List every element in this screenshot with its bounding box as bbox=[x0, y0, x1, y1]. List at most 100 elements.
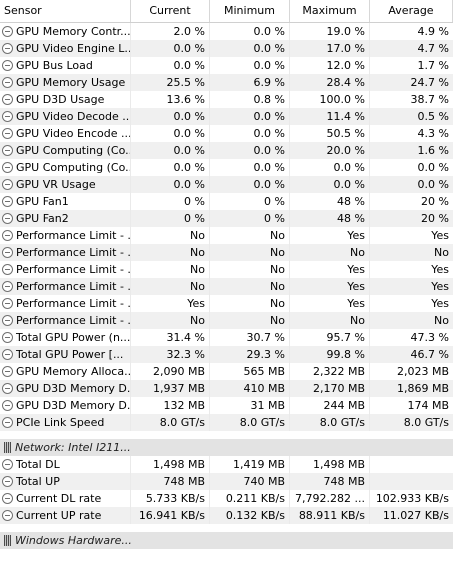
sensor-name: GPU Fan1 bbox=[16, 195, 69, 208]
sensor-current-value: 132 MB bbox=[131, 397, 210, 414]
network-sensor-rows: Total DL 1,498 MB 1,419 MB 1,498 MB Total UP… bbox=[0, 456, 453, 524]
sensor-row[interactable]: Performance Limit - ... No No No No bbox=[0, 312, 453, 329]
sensor-maximum-value: 8.0 GT/s bbox=[290, 414, 370, 431]
sensor-icon bbox=[2, 213, 13, 224]
sensor-name: GPU Video Encode ... bbox=[16, 127, 131, 140]
sensor-maximum-value: Yes bbox=[290, 295, 370, 312]
sensor-row[interactable]: GPU D3D Memory D... 1,937 MB 410 MB 2,170 M… bbox=[0, 380, 453, 397]
sensor-current-value: 0.0 % bbox=[131, 57, 210, 74]
sensor-icon bbox=[2, 145, 13, 156]
sensor-maximum-value: 1,498 MB bbox=[290, 456, 370, 473]
sensor-row[interactable]: GPU Computing (Co... 0.0 % 0.0 % 0.0 % 0.0 % bbox=[0, 159, 453, 176]
sensor-maximum-value: No bbox=[290, 244, 370, 261]
sensor-name: Current UP rate bbox=[16, 509, 102, 522]
sensor-average-value: No bbox=[434, 314, 449, 327]
sensor-row[interactable]: GPU VR Usage 0.0 % 0.0 % 0.0 % 0.0 % bbox=[0, 176, 453, 193]
sensor-name: GPU Memory Contr... bbox=[16, 25, 131, 38]
sensor-row[interactable]: Performance Limit - ... No No Yes Yes bbox=[0, 227, 453, 244]
sensor-row[interactable]: GPU Memory Usage 25.5 % 6.9 % 28.4 % 24.7 % bbox=[0, 74, 453, 91]
group-label: Windows Hardware... bbox=[15, 534, 131, 547]
sensor-current-value: 31.4 % bbox=[131, 329, 210, 346]
sensor-minimum-value: No bbox=[210, 227, 290, 244]
sensor-name: GPU Fan2 bbox=[16, 212, 69, 225]
column-header-minimum[interactable]: Minimum bbox=[210, 0, 290, 22]
sensor-minimum-value: 29.3 % bbox=[210, 346, 290, 363]
sensor-row[interactable]: Performance Limit - ... No No Yes Yes bbox=[0, 261, 453, 278]
sensor-row[interactable]: Current DL rate 5.733 KB/s 0.211 KB/s 7,792… bbox=[0, 490, 453, 507]
sensor-row[interactable]: PCIe Link Speed 8.0 GT/s 8.0 GT/s 8.0 GT/s 8… bbox=[0, 414, 453, 431]
sensor-minimum-value: 565 MB bbox=[210, 363, 290, 380]
sensor-row[interactable]: GPU Video Decode ... 0.0 % 0.0 % 11.4 % 0.5 … bbox=[0, 108, 453, 125]
sensor-current-value: 0.0 % bbox=[131, 159, 210, 176]
sensor-row[interactable]: GPU Bus Load 0.0 % 0.0 % 12.0 % 1.7 % bbox=[0, 57, 453, 74]
sensor-row[interactable]: GPU Memory Alloca... 2,090 MB 565 MB 2,322 … bbox=[0, 363, 453, 380]
sensor-name: GPU Computing (Co... bbox=[16, 161, 131, 174]
sensor-current-value: No bbox=[131, 261, 210, 278]
sensor-name: GPU D3D Memory D... bbox=[16, 382, 131, 395]
sensor-icon bbox=[2, 196, 13, 207]
sensor-maximum-value: 19.0 % bbox=[290, 23, 370, 40]
sensor-row[interactable]: GPU D3D Usage 13.6 % 0.8 % 100.0 % 38.7 % bbox=[0, 91, 453, 108]
column-header-current[interactable]: Current bbox=[131, 0, 210, 22]
sensor-row[interactable]: Total GPU Power [... 32.3 % 29.3 % 99.8 % 46… bbox=[0, 346, 453, 363]
sensor-average-value: 1.6 % bbox=[417, 144, 449, 157]
sensor-row[interactable]: Performance Limit - ... No No No No bbox=[0, 244, 453, 261]
sensor-icon bbox=[2, 400, 13, 411]
sensor-current-value: 0.0 % bbox=[131, 142, 210, 159]
sensor-row[interactable]: GPU Fan2 0 % 0 % 48 % 20 % bbox=[0, 210, 453, 227]
sensor-maximum-value: 95.7 % bbox=[290, 329, 370, 346]
sensor-icon bbox=[2, 94, 13, 105]
group-header-windows-hardware[interactable]: Windows Hardware... bbox=[0, 532, 453, 549]
sensor-icon bbox=[2, 417, 13, 428]
sensor-icon bbox=[2, 264, 13, 275]
sensor-row[interactable]: Performance Limit - ... No No Yes Yes bbox=[0, 278, 453, 295]
hardware-group-icon bbox=[4, 535, 11, 546]
sensor-name: GPU D3D Usage bbox=[16, 93, 105, 106]
sensor-average-value: 102.933 KB/s bbox=[375, 492, 449, 505]
sensor-row[interactable]: Total GPU Power (n... 31.4 % 30.7 % 95.7 % 4… bbox=[0, 329, 453, 346]
sensor-row[interactable]: Total DL 1,498 MB 1,419 MB 1,498 MB bbox=[0, 456, 453, 473]
sensor-row[interactable]: Performance Limit - ... Yes No Yes Yes bbox=[0, 295, 453, 312]
sensor-row[interactable]: GPU Fan1 0 % 0 % 48 % 20 % bbox=[0, 193, 453, 210]
sensor-current-value: 13.6 % bbox=[131, 91, 210, 108]
sensor-row[interactable]: GPU Memory Contr... 2.0 % 0.0 % 19.0 % 4.9 % bbox=[0, 23, 453, 40]
sensor-icon bbox=[2, 349, 13, 360]
sensor-average-value bbox=[370, 456, 453, 473]
sensor-row[interactable]: GPU D3D Memory D... 132 MB 31 MB 244 MB 174 … bbox=[0, 397, 453, 414]
sensor-icon bbox=[2, 179, 13, 190]
sensor-icon bbox=[2, 43, 13, 54]
sensor-current-value: 5.733 KB/s bbox=[131, 490, 210, 507]
sensor-row[interactable]: GPU Video Encode ... 0.0 % 0.0 % 50.5 % 4.3 … bbox=[0, 125, 453, 142]
sensor-minimum-value: 0 % bbox=[210, 193, 290, 210]
sensor-name: GPU Bus Load bbox=[16, 59, 93, 72]
sensor-icon bbox=[2, 332, 13, 343]
sensor-name: Performance Limit - ... bbox=[16, 246, 131, 259]
sensor-row[interactable]: GPU Computing (Co... 0.0 % 0.0 % 20.0 % 1.6 … bbox=[0, 142, 453, 159]
sensor-average-value: Yes bbox=[431, 229, 449, 242]
sensor-name: GPU Memory Alloca... bbox=[16, 365, 131, 378]
sensor-name: Total DL bbox=[16, 458, 60, 471]
sensor-name: GPU VR Usage bbox=[16, 178, 96, 191]
sensor-name: Current DL rate bbox=[16, 492, 102, 505]
sensor-row[interactable]: Total UP 748 MB 740 MB 748 MB bbox=[0, 473, 453, 490]
sensor-minimum-value: 0.0 % bbox=[210, 142, 290, 159]
sensor-average-value: 8.0 GT/s bbox=[403, 416, 449, 429]
sensor-current-value: 0 % bbox=[131, 193, 210, 210]
group-header-network[interactable]: Network: Intel I211... bbox=[0, 439, 453, 456]
sensor-icon bbox=[2, 111, 13, 122]
sensor-current-value: 0.0 % bbox=[131, 108, 210, 125]
sensor-minimum-value: 740 MB bbox=[210, 473, 290, 490]
sensor-row[interactable]: Current UP rate 16.941 KB/s 0.132 KB/s 88.9… bbox=[0, 507, 453, 524]
sensor-average-value: 38.7 % bbox=[410, 93, 449, 106]
sensor-maximum-value: 0.0 % bbox=[290, 176, 370, 193]
sensor-current-value: 0 % bbox=[131, 210, 210, 227]
sensor-icon bbox=[2, 476, 13, 487]
sensor-icon bbox=[2, 77, 13, 88]
sensor-average-value: 11.027 KB/s bbox=[382, 509, 449, 522]
column-header-sensor[interactable]: Sensor bbox=[0, 0, 131, 22]
sensor-current-value: Yes bbox=[131, 295, 210, 312]
column-header-maximum[interactable]: Maximum bbox=[290, 0, 370, 22]
sensor-row[interactable]: GPU Video Engine L... 0.0 % 0.0 % 17.0 % 4.7… bbox=[0, 40, 453, 57]
sensor-name: Total GPU Power (n... bbox=[16, 331, 131, 344]
column-header-average[interactable]: Average bbox=[370, 0, 453, 22]
